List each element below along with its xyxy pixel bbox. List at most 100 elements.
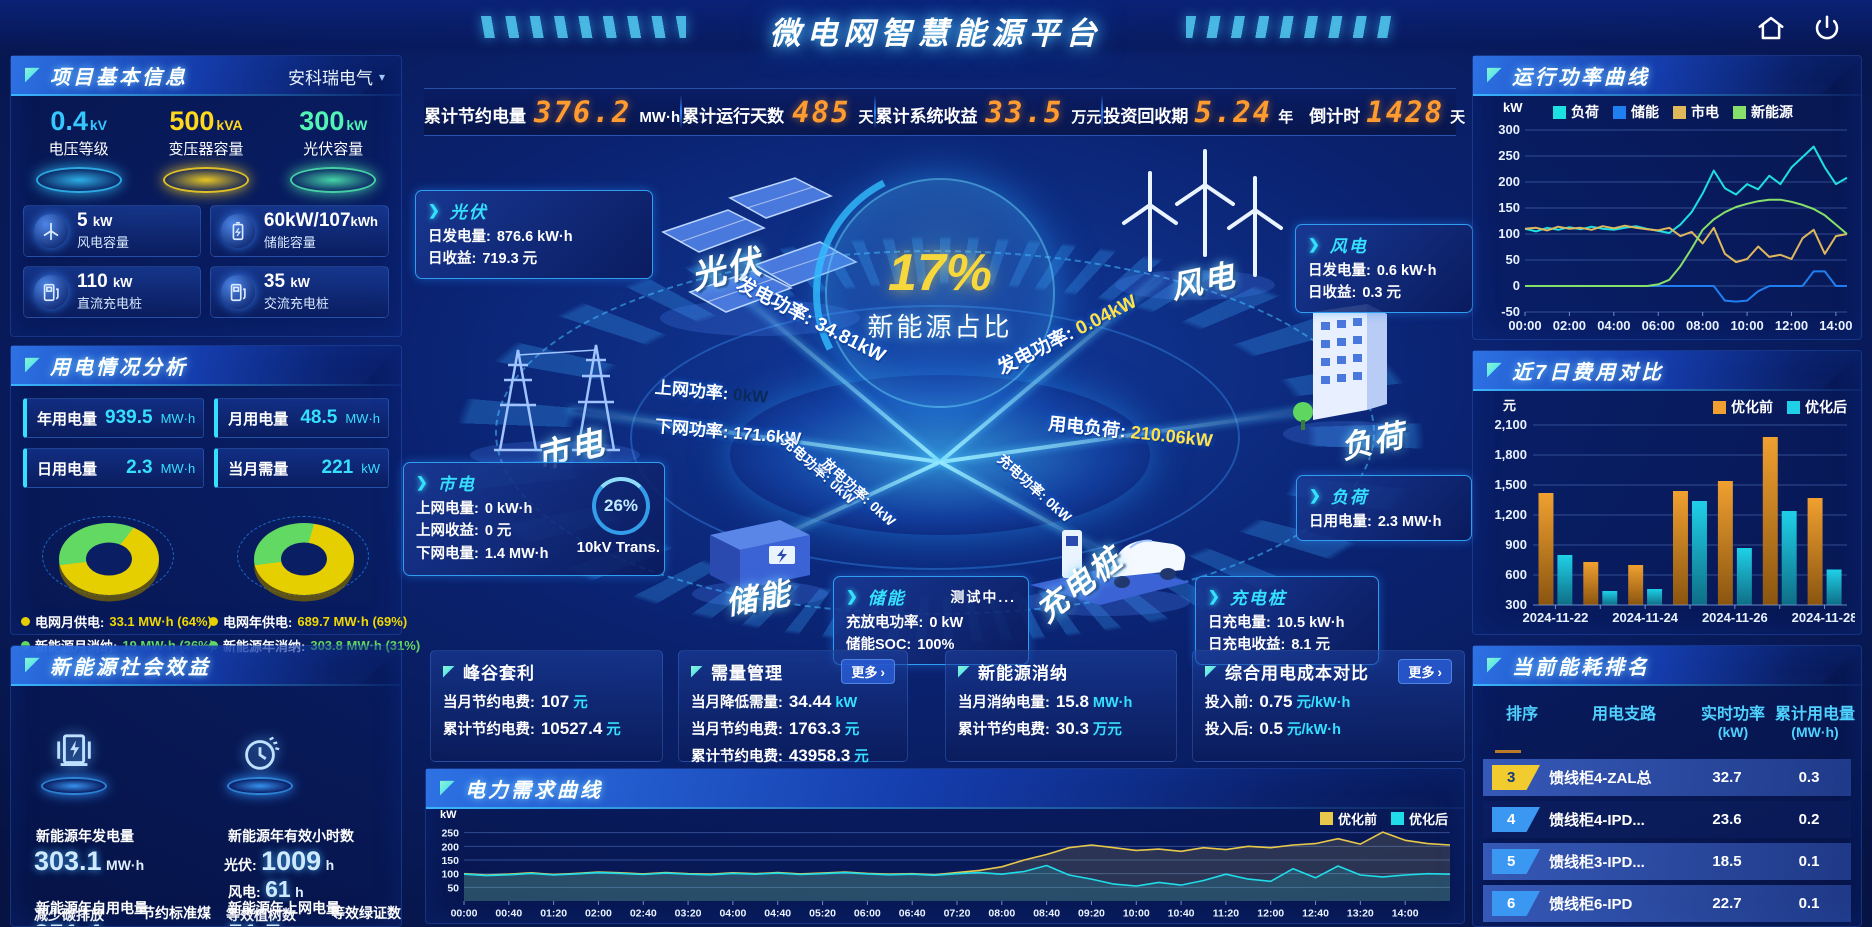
table-row[interactable]: 5 馈线柜3-IPD... 18.5 0.1 [1483,843,1851,880]
legend-item[interactable]: 市电 [1673,102,1719,122]
wind-turbines-icon [1100,135,1290,305]
panel-corner-icon [440,780,455,796]
stat-label: 当月需量 [228,460,289,478]
kpi-label: 累计运行天数 [682,107,785,126]
arrow-icon: ❯ [428,202,442,218]
kpi-value: 5.24 [1194,95,1273,129]
arrow-icon: ❯ [416,474,430,490]
card-value: 60kW/107 [263,210,351,232]
company-select[interactable]: 安科瑞电气 ▾ [288,64,385,89]
battery-container-icon [685,490,835,610]
card-label: 交流充电桩 [263,295,329,311]
legend-item: 电网年供电: 689.7 MW·h (69%) [209,612,407,631]
panel-header: 用电情况分析 [11,346,401,384]
chart-legend: 优化前 优化后 [1713,397,1847,417]
legend-item[interactable]: 优化前 [1319,809,1377,828]
arrow-icon: ❯ [1308,236,1322,252]
chart-legend: 优化前 优化后 [1319,809,1448,828]
benefit-gen-value: 303.1 MW·h [34,846,145,876]
svg-text:2024-11-22: 2024-11-22 [1523,610,1589,625]
table-row[interactable]: 3 馈线柜4-ZAL总 32.7 0.3 [1483,759,1851,796]
panel-header: 运行功率曲线 [1473,56,1861,94]
svg-text:01:20: 01:20 [540,908,567,920]
svg-text:10:00: 10:00 [1123,908,1150,920]
cone-unit: kW [346,117,368,133]
more-button[interactable]: 更多 › [1398,659,1452,684]
table-row[interactable]: 6 馈线柜6-IPD 22.7 0.1 [1483,885,1851,922]
demand-line-chart: 50 100 150 200 250 00:00 00:40 01:20 02:00 02:40 0… [430,815,1456,924]
legend-item[interactable]: 优化后 [1390,809,1448,828]
panel-header: 项目基本信息 [11,56,401,94]
legend-value: 33.1 MW·h (64%) [109,614,212,629]
stat-value: 939.5 [105,407,153,428]
branch-name: 馈线柜4-ZAL总 [1549,770,1652,787]
info-label: 下网电量: [416,545,479,562]
card-row: 累计节约电费: 30.3 万元 [958,719,1122,739]
card-label: 直流充电桩 [77,295,143,311]
card-corner-icon [691,665,703,678]
home-icon[interactable] [1754,12,1788,46]
benefit-pv-hours: 光伏: 1009 h [224,846,335,876]
table-row[interactable]: 4 馈线柜4-IPD... 23.6 0.2 [1483,801,1851,838]
cost-bar-chart: 300 600 900 1,200 1,500 1,800 2,100 2024-11-22 2… [1481,417,1857,638]
realtime-power: 18.5 [1712,853,1742,870]
legend-item[interactable]: 储能 [1613,102,1659,122]
y-axis-unit: kW [1503,100,1523,115]
card-corner-icon [958,665,970,678]
panel-title: 运行功率曲线 [1512,66,1650,89]
kpi-unit: 年 [1278,109,1294,126]
legend-item[interactable]: 优化前 [1713,397,1773,417]
scroll-indicator [1495,750,1521,753]
info-value: 10.5 kW·h [1276,615,1345,631]
benefit-gen-label: 新能源年发电量 [36,828,134,844]
svg-text:50: 50 [447,882,459,894]
svg-text:250: 250 [441,828,459,840]
info-label: 日用电量: [1309,514,1372,530]
svg-text:08:40: 08:40 [1033,908,1060,920]
info-label: 日收益: [428,251,477,268]
svg-text:150: 150 [1498,200,1520,215]
legend-item[interactable]: 优化后 [1787,397,1847,417]
more-button[interactable]: 更多 › [841,659,895,684]
svg-text:300: 300 [1498,122,1520,137]
divider [11,684,401,686]
page-title: 微电网智慧能源平台 [769,16,1103,51]
svg-text:00:40: 00:40 [495,908,522,920]
kpi-value: 33.5 [985,95,1064,129]
stat-unit: kW [361,460,380,476]
cone-voltage-level: 0.4 kV 电压等级 [23,106,135,193]
legend-item[interactable]: 负荷 [1553,102,1599,122]
card-row: 当月消纳电量: 15.8 MW·h [958,692,1133,711]
chevron-down-icon: ▾ [378,69,385,84]
branch-name: 馈线柜4-IPD... [1549,812,1645,829]
info-box-title: 负荷 [1330,488,1369,507]
svg-text:00:00: 00:00 [1508,318,1541,333]
card-unit: kW [92,214,113,230]
capacity-cards: 5 kW 风电容量 60kW/107kWh 储能容量 110 kW 直流充电桩 … [11,193,401,318]
svg-text:06:00: 06:00 [1642,318,1675,333]
svg-text:1,800: 1,800 [1494,447,1527,462]
benefit-hours-label: 新能源年有效小时数 [228,828,354,844]
card-corner-icon [1205,665,1217,678]
panel-social-benefit: 新能源社会效益 新能源年发电量 303.1 MW·h 新能源年有效小时数 光伏:… [10,645,402,927]
storage-status: 测试中... [950,588,1016,605]
legend-item[interactable]: 新能源 [1733,102,1793,122]
stat-label: 月用电量 [228,410,289,428]
svg-text:08:00: 08:00 [1686,318,1719,333]
energy-flow-diagram: 光伏 风电 市电 储能 负荷 充电桩 17% 新能源占比 ❯ 光伏 日发电量: 87… [400,130,1473,665]
chevron-right-icon: › [880,663,885,680]
stat-unit: MW·h [345,410,380,426]
benefit-selfuse-label: 新能源年自用电量 [36,900,148,916]
info-label: 日发电量: [1308,263,1371,279]
kpi-value: 1428 [1366,95,1445,129]
svg-text:06:00: 06:00 [854,908,881,920]
svg-text:13:20: 13:20 [1347,908,1374,920]
svg-text:2,100: 2,100 [1494,417,1527,432]
power-icon[interactable] [1810,12,1844,46]
svg-text:300: 300 [1505,597,1527,612]
card-row: 当月节约电费: 1763.3 元 [691,719,860,739]
kpi-total-income: 累计系统收益 33.5 万元 [876,95,1102,129]
cone-transformer: 500 kVA 变压器容量 [150,106,262,193]
svg-text:11:20: 11:20 [1213,908,1239,920]
dc-charger-icon [34,275,68,309]
